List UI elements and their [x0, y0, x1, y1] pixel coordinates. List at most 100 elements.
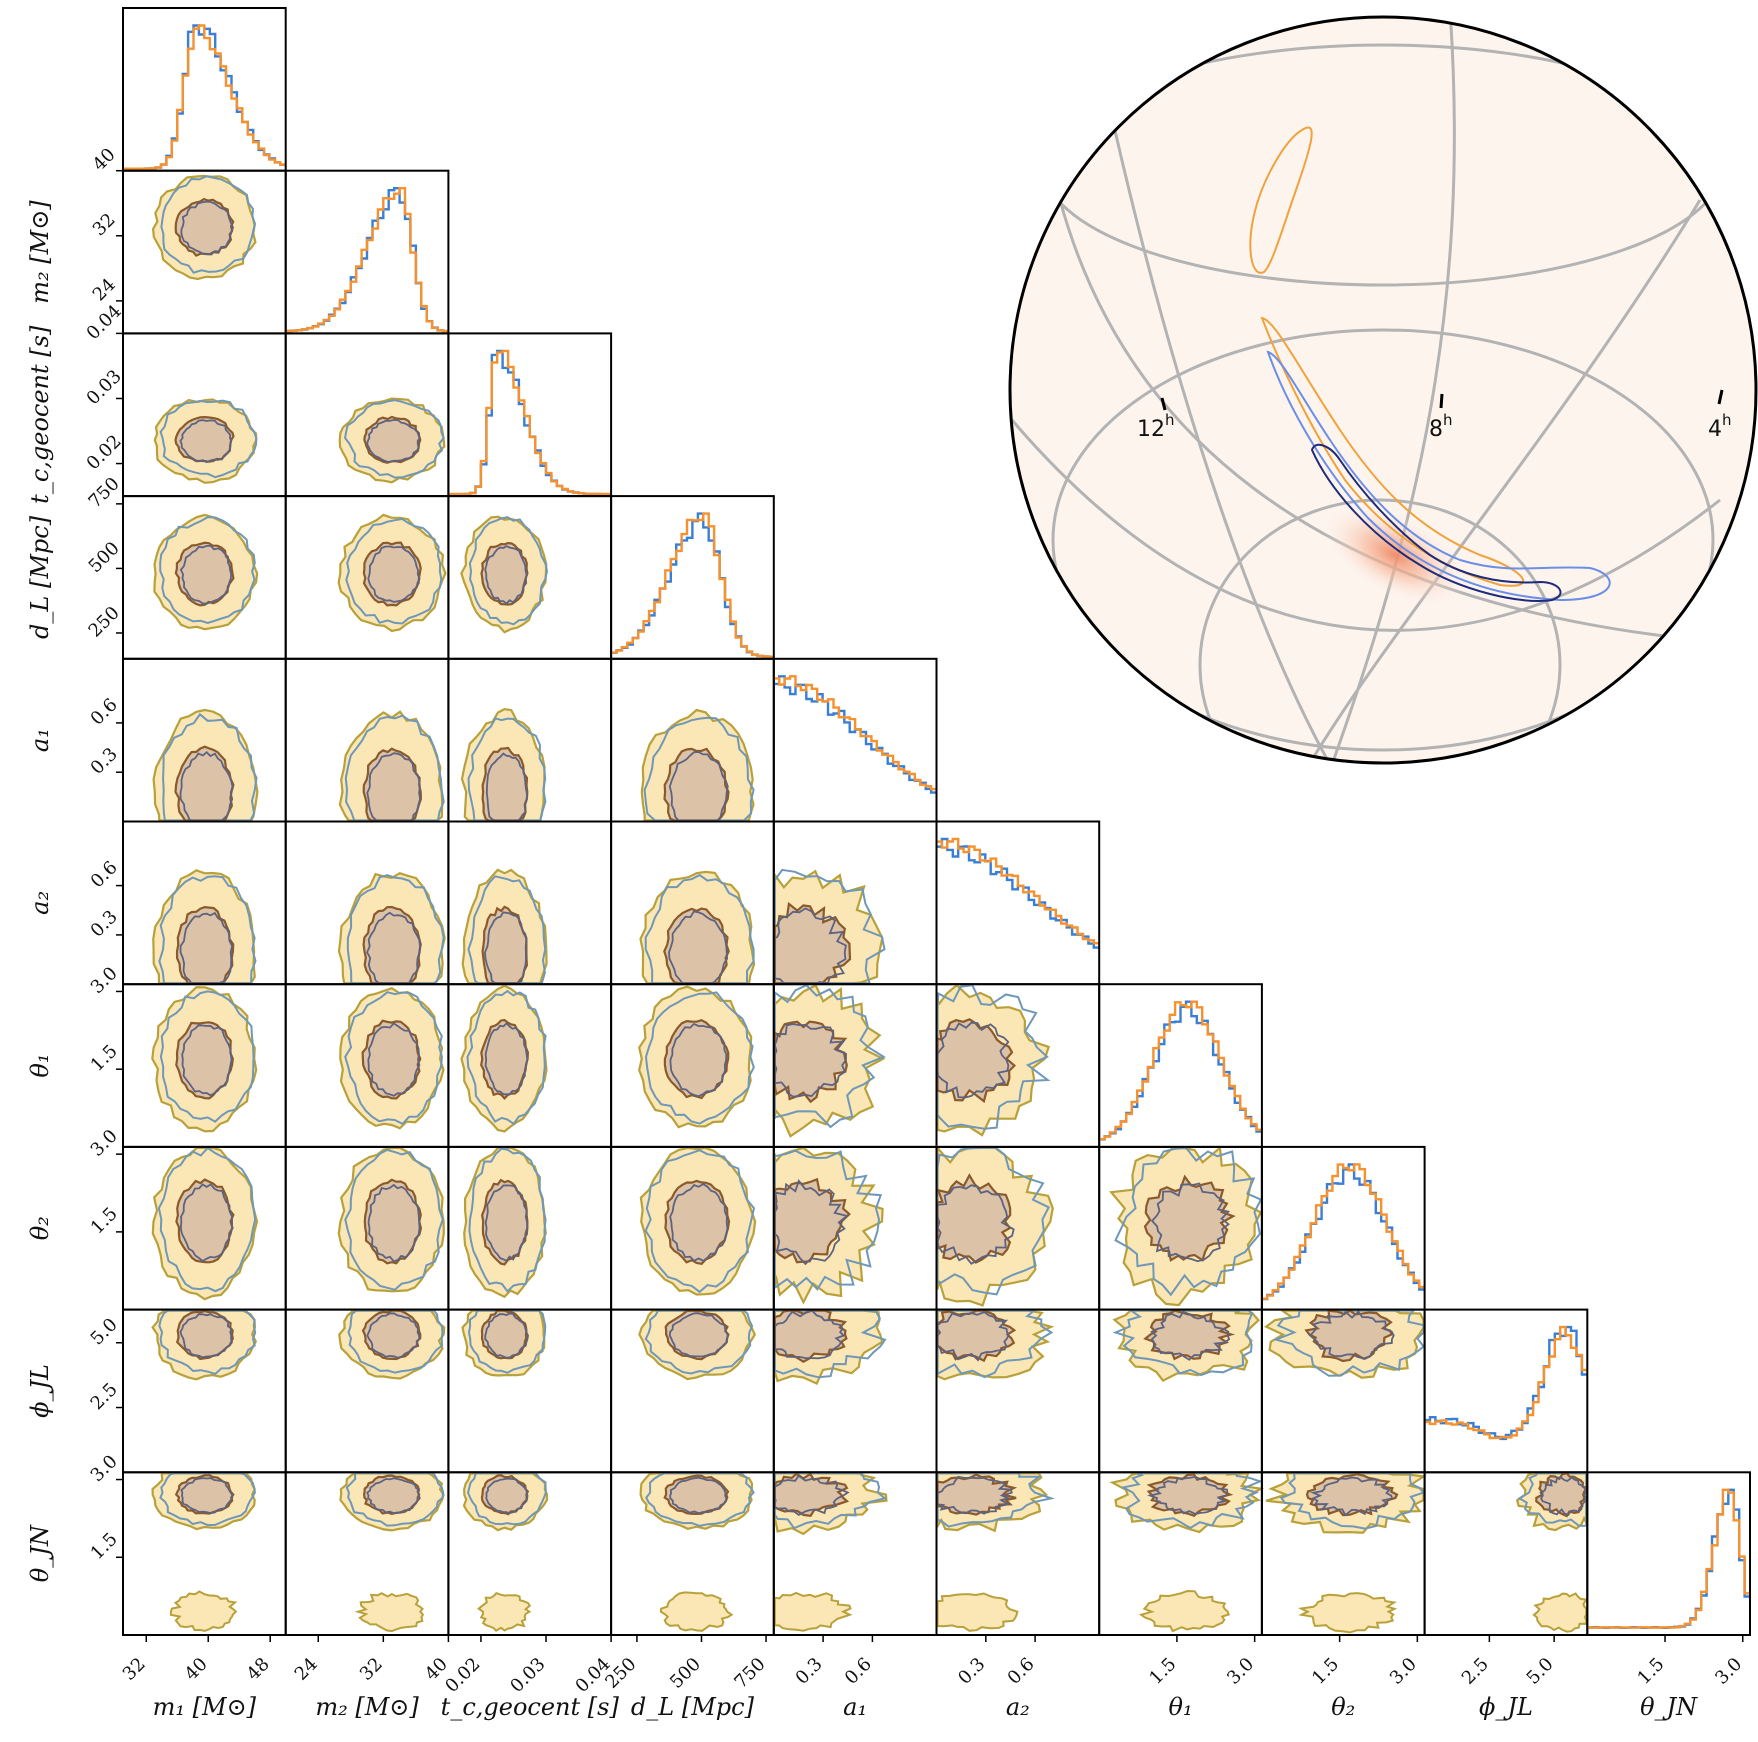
y-axis-label-dL: d_L [Mpc]	[26, 515, 54, 639]
contour-inner-a	[181, 1024, 233, 1097]
hist-run_b-a1	[773, 675, 937, 791]
panel-theta2-vs-m2	[284, 1145, 450, 1311]
hour-label-8: 8h	[1429, 411, 1453, 442]
contour-outer-a	[1272, 1309, 1425, 1377]
x-axis-label-m2: m₂ [M⊙]	[315, 1693, 419, 1721]
contour-inner-a	[936, 1184, 1015, 1265]
contour-outer-a	[467, 1472, 547, 1526]
sky-contour-b-main	[1260, 316, 1525, 587]
sky-contour-b-upper	[1249, 126, 1313, 274]
x-axis-label-theta2: θ₂	[1331, 1693, 1355, 1721]
contour-inner-a	[773, 1309, 846, 1360]
sky-density-peak	[1321, 503, 1469, 607]
contour-outer-a	[644, 1309, 754, 1375]
hist-run_b-theta2	[1261, 1163, 1425, 1300]
hist-run_b-theta1	[1099, 1000, 1262, 1141]
panel-theta2-vs-tc	[447, 1145, 613, 1311]
contour-outer-a	[157, 1146, 257, 1293]
panel-theta1-vs-m2	[284, 983, 450, 1148]
contour-inner-a	[484, 1184, 529, 1262]
contour-outer-a	[345, 517, 443, 625]
y-axis-label-tc: t_c,geocent [s]	[26, 325, 54, 504]
panel-theta1-vs-a2	[935, 983, 1101, 1148]
contour-secondary	[1532, 1592, 1588, 1633]
contour-inner-a	[367, 1022, 421, 1097]
contour-inner	[480, 541, 529, 606]
contour-inner-a	[1310, 1476, 1394, 1517]
contour-inner-a	[484, 1022, 529, 1096]
contour-inner-a	[1150, 1310, 1231, 1361]
contour-secondary	[169, 1590, 238, 1632]
contour-inner-a	[179, 419, 233, 464]
x-axis-label-m1: m₁ [M⊙]	[153, 1693, 257, 1721]
contour-inner-a	[366, 1477, 421, 1515]
contour-outer-a	[344, 1148, 444, 1291]
hist-run_b-tc	[448, 349, 612, 496]
contour-inner	[480, 1018, 530, 1101]
panel-theta2-vs-dL	[610, 1145, 775, 1311]
contour-secondary	[773, 1591, 853, 1632]
contour-outer-a	[158, 1309, 257, 1376]
contour-outer-a	[345, 1472, 445, 1527]
panel-tc-vs-m1	[122, 332, 287, 498]
hour-label-4: 4h	[1708, 411, 1732, 442]
contour-inner-a	[669, 1022, 728, 1098]
panel-thetaJN-vs-m2	[284, 1471, 450, 1637]
contour-inner-a	[773, 907, 847, 985]
contour-inner-a	[180, 200, 234, 256]
panel-phiJL-vs-tc	[447, 1308, 613, 1474]
hist-run_b-a2	[936, 837, 1100, 945]
panel-thetaJN-vs-a2	[935, 1471, 1101, 1637]
panel-dL-vs-m1	[122, 495, 287, 660]
panel-dL-vs-m2	[284, 495, 450, 660]
sky-hour-ticks	[1160, 389, 1724, 411]
panel-phiJL-vs-a1	[772, 1308, 938, 1474]
contour-outer-a	[344, 399, 445, 479]
sky-contour-a-inner	[1310, 443, 1562, 602]
contour-outer-a	[644, 1149, 756, 1294]
panel-thetaJN-vs-thetaJN	[1586, 1471, 1752, 1637]
contour-inner-a	[366, 1312, 421, 1359]
contour-inner-a	[485, 1477, 529, 1515]
contour-secondary	[936, 1592, 1019, 1632]
x-axis-label-a1: a₁	[843, 1693, 867, 1721]
contour-inner	[175, 1178, 235, 1264]
contour-inner	[936, 1173, 1012, 1264]
contour-inner	[361, 1309, 422, 1361]
panel-phiJL-vs-a2	[935, 1308, 1101, 1474]
contour-outer-a	[1112, 1309, 1254, 1377]
panel-thetaJN-vs-tc	[447, 1471, 613, 1637]
panel-phiJL-vs-dL	[610, 1308, 775, 1474]
contour-outer-a	[466, 989, 547, 1126]
contour-outer-a	[344, 991, 443, 1126]
contour-inner-a	[773, 1474, 850, 1516]
contour-inner-a	[668, 1312, 729, 1358]
panel-a2-vs-m2	[284, 820, 450, 986]
panel-theta1-vs-tc	[447, 983, 613, 1148]
x-axis-label-tc: t_c,geocent [s]	[441, 1693, 620, 1721]
contour-inner	[363, 415, 422, 464]
hist-run_b-m1	[123, 24, 286, 170]
panel-thetaJN-vs-theta2	[1260, 1471, 1427, 1637]
contour-inner-a	[484, 545, 528, 605]
contour-inner-a	[773, 1023, 847, 1098]
contour-inner	[664, 1179, 731, 1265]
hist-run_b-phiJL	[1424, 1325, 1588, 1440]
contour-outer-a	[1120, 1472, 1263, 1530]
sky-hour-labels: 12h 8h 4h	[1137, 411, 1732, 442]
contour-inner-a	[669, 1183, 729, 1263]
sky-border	[1008, 15, 1758, 765]
contour-outer-a	[1279, 1472, 1426, 1530]
panel-a1-vs-dL	[610, 657, 775, 823]
panel-phiJL-vs-theta1	[1098, 1308, 1263, 1474]
contour-outer-a	[468, 516, 549, 626]
contour-outer-a	[160, 175, 257, 274]
contour-outer-a	[159, 399, 258, 479]
contour-outer-a	[645, 1472, 755, 1527]
contour-outer-a	[159, 516, 256, 624]
y-axis-label-phiJL: ϕ_JL	[26, 1364, 54, 1418]
contour-inner-a	[1150, 1182, 1231, 1263]
contour-inner-a	[936, 1021, 1010, 1099]
